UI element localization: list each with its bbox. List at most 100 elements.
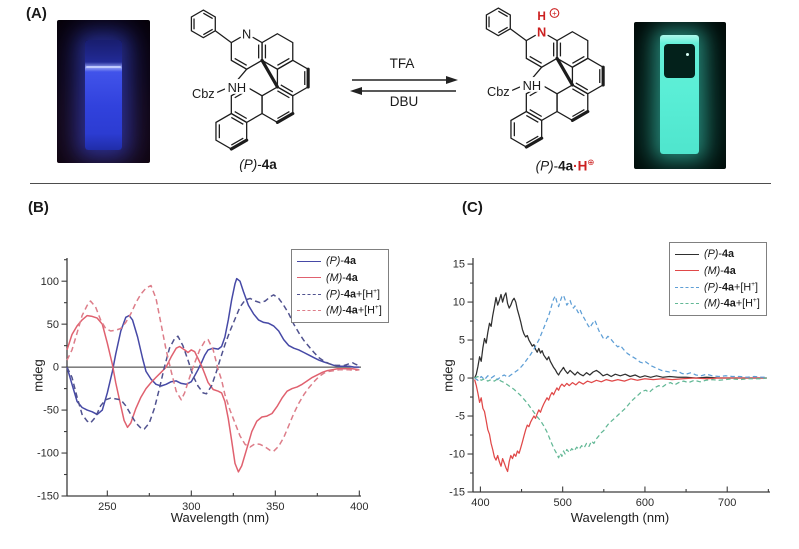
label-segment: ] (378, 305, 382, 318)
legend-line-sample (675, 303, 699, 305)
label-segment: - (340, 288, 345, 301)
legend-item: (P)-4a+[H+] (675, 279, 760, 296)
atom-labels: N NH Cbz (192, 27, 251, 101)
axes (472, 258, 770, 493)
panel-c-label: (C) (462, 199, 483, 216)
svg-text:-10: -10 (449, 449, 465, 461)
label-segment: (P) (704, 281, 719, 294)
compound-label-neutral: (P)-4a (208, 157, 308, 172)
cbz-group-label: Cbz (192, 86, 215, 101)
series-line-b-0 (66, 277, 360, 416)
legend-label: (P)-4a (326, 255, 356, 267)
label-segment: + (374, 304, 379, 312)
label-segment: 4a (722, 281, 735, 294)
panel-a-label: (A) (26, 5, 47, 22)
series-line-c-0 (474, 292, 767, 379)
reagent-forward-label: TFA (389, 56, 415, 71)
compound-label-protonated: (P)-4a·H⊕ (505, 157, 625, 174)
label-segment: 4a (344, 288, 357, 301)
svg-text:250: 250 (98, 501, 116, 513)
label-segment: ] (377, 288, 381, 301)
label-segment: (P) (326, 288, 341, 301)
series-line-b-1 (66, 314, 360, 473)
legend-label: (P)-4a+[H+] (326, 288, 380, 301)
legend-label: (M)-4a (704, 265, 736, 277)
series-line-c-3 (474, 375, 767, 459)
legend-item: (P)-4a (297, 253, 382, 270)
svg-text:-50: -50 (43, 405, 59, 417)
label-segment: (M) (704, 298, 721, 311)
plus-charge-icon (549, 8, 560, 18)
plus-charge-sign: + (552, 9, 557, 18)
label-segment: - (720, 264, 724, 277)
label-segment: - (340, 255, 345, 268)
atom-labels: N NH Cbz H + (487, 9, 557, 99)
ring-system (190, 9, 309, 150)
svg-text:400: 400 (471, 497, 489, 509)
label-segment: (P) (239, 157, 258, 172)
legend-line-sample (297, 293, 321, 295)
legend-item: (M)-4a+[H+] (675, 296, 760, 313)
label-segment: +[H (356, 288, 374, 301)
legend-label: (M)-4a+[H+] (704, 297, 760, 310)
cd-spectra-vis-chart: 400 500 600 700 -15 -10 -5 0 5 10 15 (449, 258, 770, 509)
cbz-group-label: Cbz (487, 84, 510, 99)
svg-text:-5: -5 (455, 411, 465, 423)
svg-text:600: 600 (636, 497, 654, 509)
bold-stereo-bonds (229, 58, 310, 151)
proton-label: H (537, 9, 546, 23)
legend-item: (P)-4a (675, 246, 760, 263)
legend-line-sample (297, 260, 321, 262)
label-segment: 4a (261, 157, 277, 172)
svg-text:10: 10 (453, 297, 465, 309)
svg-text:350: 350 (266, 501, 284, 513)
legend-label: (P)-4a (704, 248, 734, 260)
label-segment: - (720, 298, 724, 311)
label-segment: 4a (345, 305, 358, 318)
tick-labels: 400 500 600 700 -15 -10 -5 0 5 10 15 (449, 259, 736, 509)
uv-photo-cyan-cuvette (634, 22, 726, 169)
label-segment: + (373, 287, 378, 295)
tick-marks (61, 259, 360, 497)
label-segment: - (718, 281, 723, 294)
label-segment: + (751, 280, 756, 288)
cuvette-cyan (659, 35, 700, 155)
bold-stereo-bonds (524, 56, 605, 149)
label-segment: - (257, 157, 262, 172)
label-segment: 4a (558, 158, 574, 174)
legend-c: (P)-4a (M)-4a (P)-4a+[H+] (M)-4a+[H+] (669, 242, 767, 316)
series-line-b-3 (66, 284, 360, 453)
legend-label: (M)-4a (326, 272, 358, 284)
legend-label: (P)-4a+[H+] (704, 281, 758, 294)
label-segment: - (553, 158, 559, 174)
label-segment: - (342, 271, 346, 284)
svg-text:15: 15 (453, 259, 465, 271)
label-segment: - (718, 248, 723, 261)
svg-text:0: 0 (53, 362, 59, 374)
legend-item: (M)-4a (297, 270, 382, 287)
tick-labels: 250 300 350 400 -150 -100 -50 0 50 100 (37, 276, 369, 513)
cuvette-window (664, 43, 695, 79)
amine-label: NH (228, 80, 246, 95)
reflection-dot (686, 53, 690, 57)
label-segment: - (342, 305, 346, 318)
label-segment: 4a (345, 271, 358, 284)
x-axis-label-b: Wavelength (nm) (170, 510, 270, 525)
label-segment: ·H (573, 158, 588, 174)
legend-item: (M)-4a+[H+] (297, 303, 382, 320)
svg-text:-100: -100 (37, 448, 59, 460)
legend-item: (P)-4a+[H+] (297, 286, 382, 303)
label-segment: 4a (344, 255, 357, 268)
label-segment: ] (756, 298, 760, 311)
label-segment: 4a (723, 264, 736, 277)
panel-b-label: (B) (28, 199, 49, 216)
svg-text:500: 500 (553, 497, 571, 509)
uv-photo-blue-cuvette (57, 20, 150, 163)
svg-text:700: 700 (718, 497, 736, 509)
cd-spectra-uv-chart: 250 300 350 400 -150 -100 -50 0 50 100 (37, 258, 369, 513)
amine-label: NH (523, 78, 541, 93)
svg-text:-15: -15 (449, 487, 465, 499)
label-segment: + (752, 297, 757, 305)
label-segment: +[H (735, 298, 753, 311)
